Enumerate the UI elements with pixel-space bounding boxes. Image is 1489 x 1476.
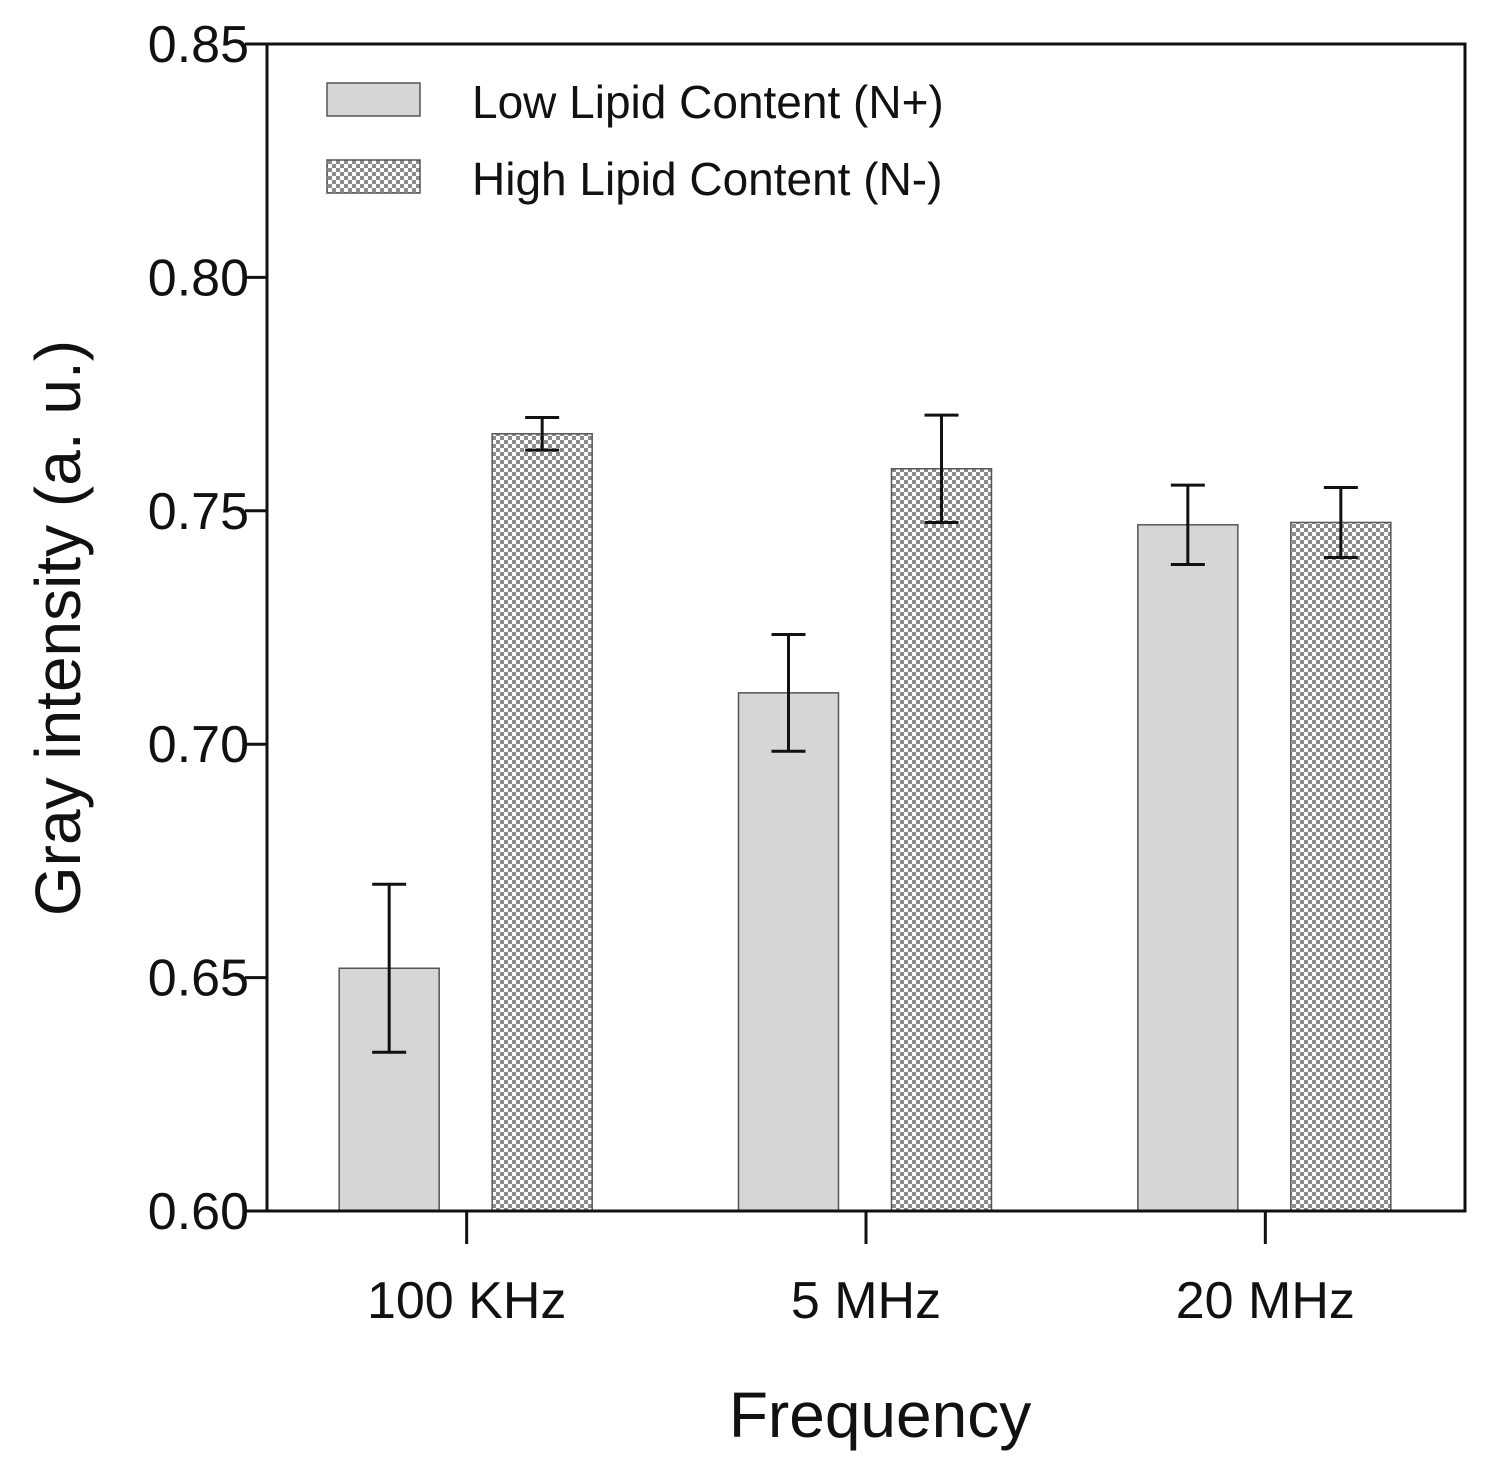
x-tick-label-20-mhz: 20 MHz bbox=[1176, 1272, 1355, 1330]
bar-high-lipid-20-mhz bbox=[1290, 521, 1392, 1212]
bar-low-lipid-5-mhz bbox=[737, 692, 840, 1212]
error-bar-high-lipid-20-mhz bbox=[1323, 485, 1358, 559]
y-tick-label: 0.60 bbox=[148, 1183, 249, 1241]
legend-swatch-high-lipid bbox=[326, 159, 421, 194]
x-axis-title: Frequency bbox=[729, 1379, 1031, 1451]
legend-swatch-low-lipid bbox=[326, 82, 421, 117]
y-tick-label: 0.70 bbox=[148, 716, 249, 774]
bar-high-lipid-100-khz bbox=[491, 433, 593, 1212]
bar-low-lipid-20-mhz bbox=[1137, 524, 1239, 1212]
legend: Low Lipid Content (N+) High Lipid Conten… bbox=[326, 76, 944, 205]
bar-high-lipid-5-mhz bbox=[890, 468, 993, 1212]
error-bar-high-lipid-100-khz bbox=[525, 415, 560, 452]
y-tick-label: 0.85 bbox=[148, 16, 249, 74]
y-tick-label: 0.65 bbox=[148, 950, 249, 1008]
y-tick-label: 0.75 bbox=[148, 483, 249, 541]
error-bar-high-lipid-5-mhz bbox=[924, 413, 959, 524]
y-tick-label: 0.80 bbox=[148, 249, 249, 307]
x-tick-label-100-khz: 100 KHz bbox=[367, 1272, 566, 1330]
legend-label-low-lipid: Low Lipid Content (N+) bbox=[472, 76, 944, 128]
legend-label-high-lipid: High Lipid Content (N-) bbox=[472, 153, 942, 205]
plot-frame bbox=[265, 42, 1467, 1213]
error-bar-low-lipid-5-mhz bbox=[771, 633, 806, 753]
y-axis-title: Gray intensity (a. u.) bbox=[22, 340, 94, 916]
error-bar-low-lipid-20-mhz bbox=[1170, 483, 1205, 566]
error-bar-low-lipid-100-khz bbox=[372, 882, 407, 1054]
x-tick-label-5-mhz: 5 MHz bbox=[791, 1272, 941, 1330]
